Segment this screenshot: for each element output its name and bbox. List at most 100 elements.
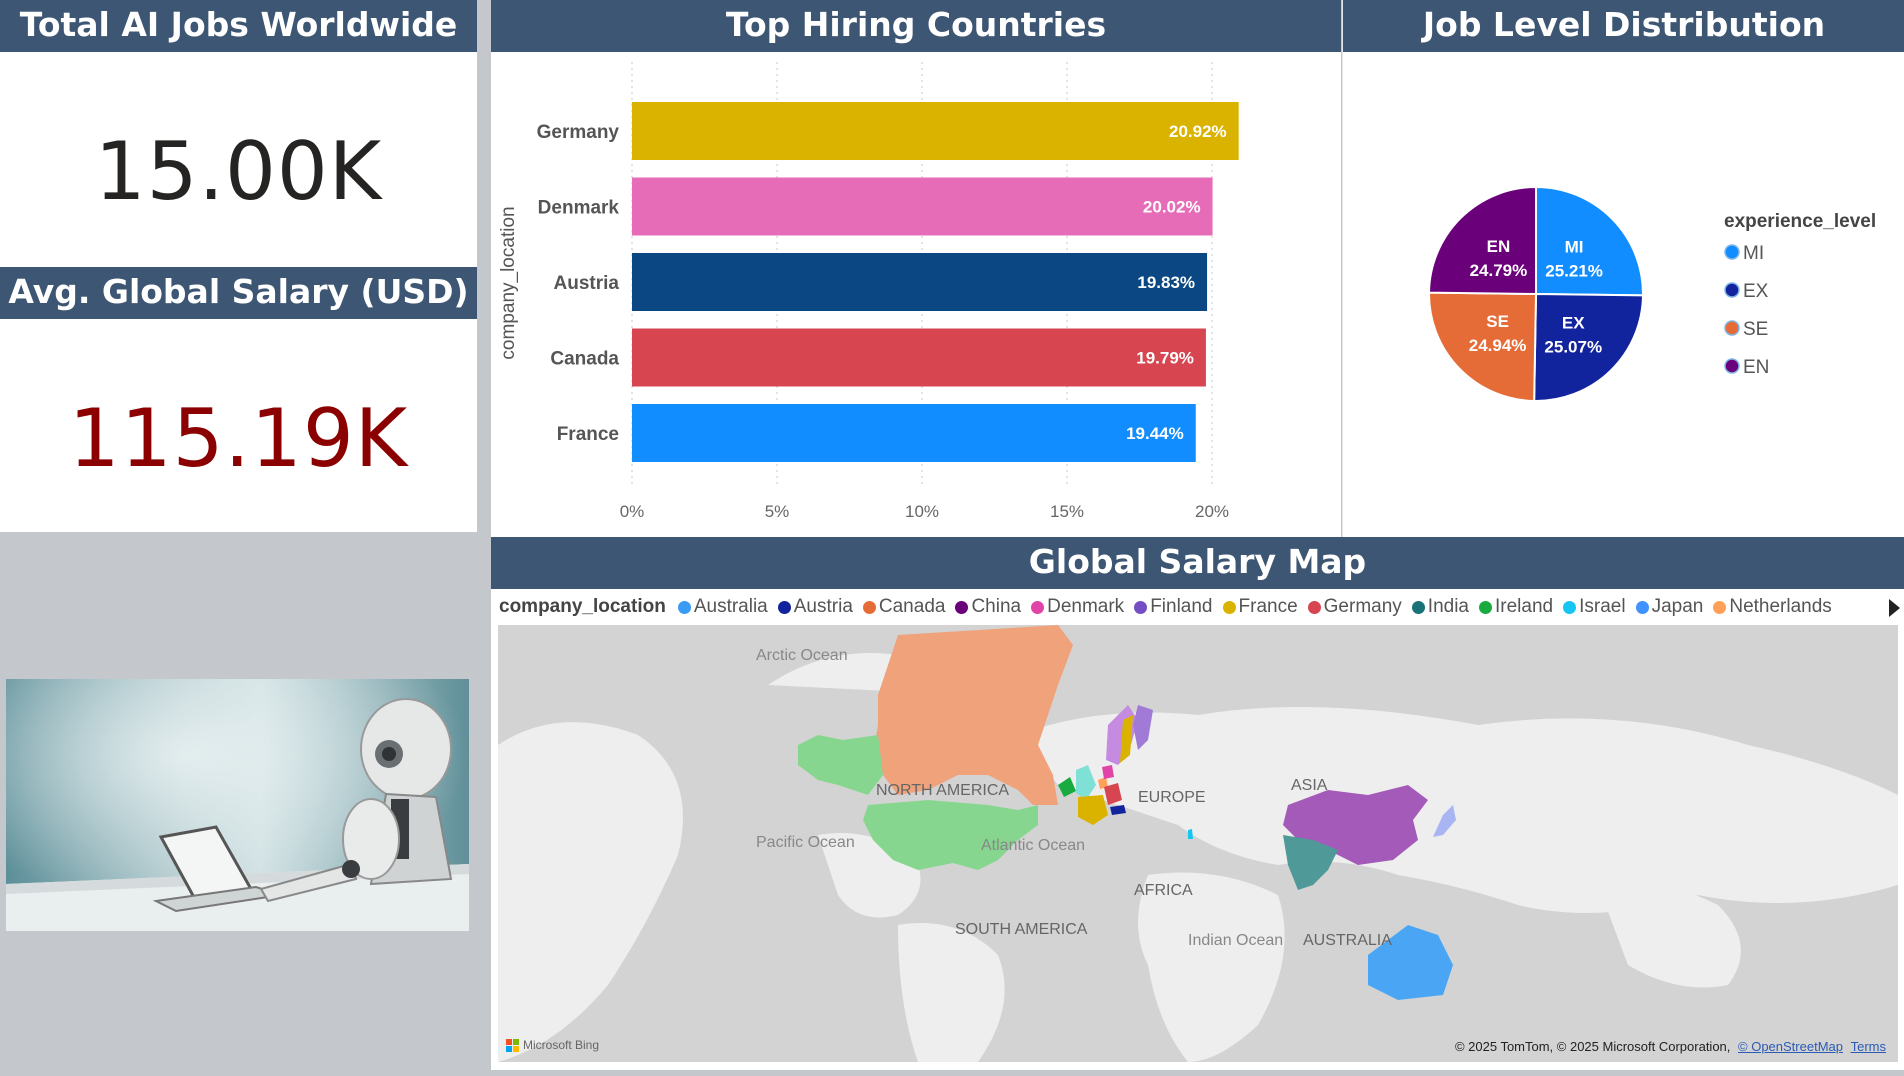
map-legend-dot	[1479, 600, 1492, 614]
pie-slices	[1427, 185, 1645, 403]
label-africa: AFRICA	[1134, 882, 1193, 899]
pie-legend-marker	[1724, 320, 1740, 336]
map-legend-item[interactable]: France	[1222, 596, 1298, 618]
map-legend-label: Netherlands	[1729, 596, 1832, 617]
map-legend-item[interactable]: Israel	[1563, 596, 1626, 618]
region-denmark[interactable]	[1102, 765, 1114, 779]
region-ireland[interactable]	[1058, 777, 1076, 797]
bar-value-label: 19.79%	[1136, 349, 1194, 368]
top-hiring-countries-panel: Top Hiring Countries 20.92% 20.02% 19.83% 1…	[491, 0, 1341, 537]
map-legend-item[interactable]: Germany	[1307, 596, 1402, 618]
map-legend-dot	[862, 600, 876, 614]
terms-link[interactable]: Terms	[1850, 1039, 1886, 1054]
pie-slice-label: EN	[1487, 237, 1511, 256]
map-legend-item[interactable]: Australia	[677, 596, 768, 618]
land-south-america	[898, 923, 1005, 1062]
kpi-total-jobs-title: Total AI Jobs Worldwide	[0, 0, 477, 52]
map-legend-item[interactable]: Finland	[1134, 596, 1213, 618]
bar-value-label: 19.44%	[1126, 424, 1184, 443]
openstreetmap-link[interactable]: © OpenStreetMap	[1738, 1039, 1843, 1054]
pie-legend-item[interactable]: EN	[1743, 357, 1769, 378]
map-legend-item[interactable]: Japan	[1635, 596, 1703, 618]
pie-slice[interactable]	[1533, 292, 1645, 402]
pie-legend-title: experience_level	[1724, 211, 1876, 232]
region-germany[interactable]	[1104, 783, 1122, 805]
region-finland[interactable]	[1133, 705, 1153, 750]
region-alaska[interactable]	[798, 735, 883, 795]
map-legend-item[interactable]: China	[955, 596, 1021, 618]
map-legend-dot	[955, 600, 969, 614]
region-australia[interactable]	[1368, 925, 1453, 1000]
region-israel[interactable]	[1188, 829, 1193, 839]
pie-legend-item[interactable]: EX	[1743, 281, 1769, 302]
map-legend-item[interactable]: Canada	[862, 596, 945, 618]
bar-chart: 20.92% 20.02% 19.83% 19.79% 19.44% Germany De…	[498, 62, 1239, 521]
label-south-america: SOUTH AMERICA	[955, 921, 1088, 938]
pie-legend-item[interactable]: MI	[1743, 243, 1764, 264]
bar-x-tick-label: 20%	[1195, 502, 1229, 521]
land-southeast-asia	[1598, 882, 1741, 988]
pie-legend-marker	[1724, 358, 1740, 374]
region-france[interactable]	[1078, 795, 1108, 825]
label-asia: ASIA	[1291, 777, 1328, 794]
legend-next-arrow-icon[interactable]	[1889, 599, 1900, 617]
map-legend-item[interactable]: Ireland	[1479, 596, 1553, 618]
map-legend-item[interactable]: India	[1411, 596, 1469, 618]
bar[interactable]	[632, 102, 1239, 160]
bar-x-tick-label: 0%	[620, 502, 645, 521]
pie-chart: MI 25.21% EX 25.07% SE 24.94% EN 24.79% experie…	[1427, 185, 1876, 403]
bar[interactable]	[632, 253, 1208, 311]
bar-category-label: Denmark	[538, 198, 620, 219]
kpi-total-jobs-value: 15.00K	[94, 125, 383, 218]
region-netherlands[interactable]	[1098, 777, 1108, 789]
label-europe: EUROPE	[1138, 789, 1206, 806]
pie-slice-value: 24.79%	[1470, 261, 1528, 280]
map-legend-label: Germany	[1323, 596, 1402, 617]
world-map-svg: Arctic Ocean NORTH AMERICA Pacific Ocean…	[498, 625, 1898, 1062]
region-usa[interactable]	[863, 800, 1038, 870]
pie-legend-marker	[1724, 244, 1740, 260]
map-legend-title: company_location	[499, 596, 666, 617]
pie-slice-value: 24.94%	[1469, 336, 1527, 355]
pie-slice-label: EX	[1562, 313, 1585, 332]
region-japan[interactable]	[1433, 805, 1456, 837]
map-credits-text: © 2025 TomTom, © 2025 Microsoft Corporat…	[1454, 1039, 1731, 1054]
region-sweden[interactable]	[1120, 715, 1133, 763]
pie-legend: experience_level MI EX SE EN	[1724, 211, 1876, 378]
pie-slice-label: SE	[1486, 312, 1509, 331]
pie-legend-item[interactable]: SE	[1743, 319, 1768, 340]
label-australia: AUSTRALIA	[1303, 932, 1392, 949]
kpi-avg-salary-value: 115.19K	[68, 392, 409, 485]
map-legend-item[interactable]: Denmark	[1031, 596, 1124, 618]
bar[interactable]	[632, 177, 1213, 236]
label-indian-ocean: Indian Ocean	[1188, 932, 1283, 949]
region-uk[interactable]	[1076, 765, 1096, 800]
label-north-america: NORTH AMERICA	[876, 782, 1009, 799]
bar-category-label: Austria	[554, 273, 620, 294]
map-legend-dot	[1222, 600, 1236, 614]
pie-slice-value: 25.21%	[1545, 261, 1603, 280]
pie-slice[interactable]	[1428, 291, 1538, 403]
region-india[interactable]	[1283, 835, 1338, 890]
pie-legend-marker	[1724, 282, 1740, 298]
region-canada[interactable]	[873, 625, 1073, 805]
map-legend-dot	[1307, 600, 1321, 614]
kpi-avg-salary-card: Avg. Global Salary (USD) 115.19K	[0, 267, 477, 532]
top-hiring-countries-title: Top Hiring Countries	[491, 0, 1341, 52]
map-legend-item[interactable]: Netherlands	[1713, 596, 1832, 618]
map-legend-item[interactable]: Austria	[777, 596, 853, 618]
map-legend-label: Ireland	[1495, 596, 1554, 617]
world-map[interactable]: Arctic Ocean NORTH AMERICA Pacific Ocean…	[498, 625, 1898, 1062]
global-salary-map-title: Global Salary Map	[491, 537, 1904, 589]
robot-illustration	[6, 679, 469, 931]
bar[interactable]	[632, 404, 1196, 462]
pie-slice[interactable]	[1427, 185, 1537, 296]
bar-category-label: Canada	[550, 349, 619, 370]
map-credits: © 2025 TomTom, © 2025 Microsoft Corporat…	[1455, 1039, 1886, 1054]
kpi-avg-salary-title: Avg. Global Salary (USD)	[0, 267, 477, 319]
bar[interactable]	[632, 328, 1206, 387]
bar-x-ticks: 0% 5% 10% 15% 20%	[620, 502, 1229, 521]
pie-slice[interactable]	[1535, 185, 1644, 297]
job-level-distribution-panel: Job Level Distribution MI 25.21% EX 25.07% S…	[1342, 0, 1904, 537]
region-austria[interactable]	[1110, 805, 1126, 815]
